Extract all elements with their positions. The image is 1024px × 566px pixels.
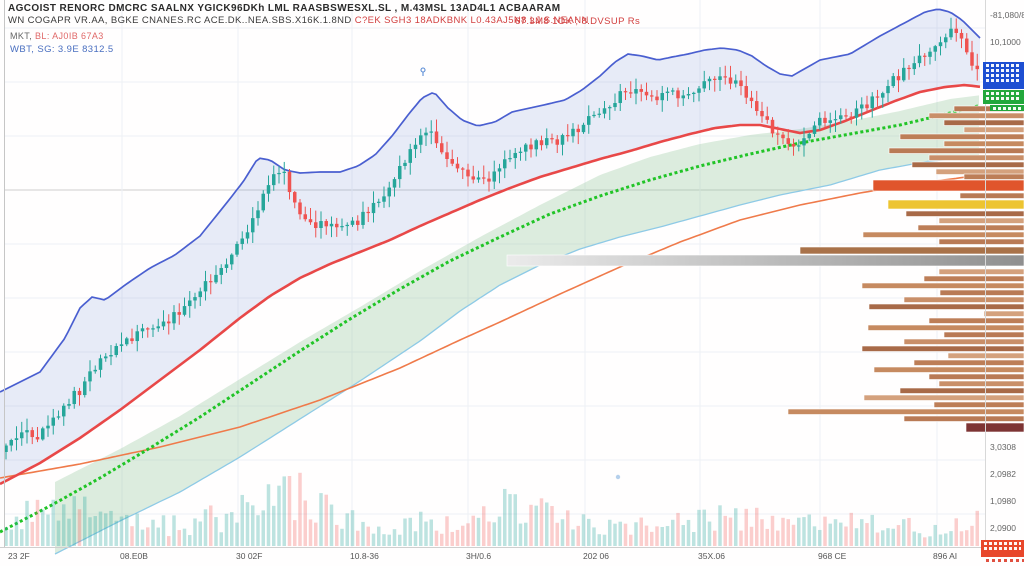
volume-profile-bar [799, 246, 1024, 255]
volume-profile-bar [873, 366, 1024, 373]
blue-price-badge [983, 62, 1024, 89]
indicator-legend-left: WN COGAPR VR.AA, BGKE CNANES.RC ACE.DK..… [8, 15, 355, 26]
volume-series [4, 472, 979, 546]
volume-profile-bar [868, 303, 1024, 310]
symbol-title: AGCOIST RENORC DMCRC SAALNX YGICK96DKh L… [8, 3, 561, 14]
badge-text-row [986, 69, 1021, 72]
x-axis-label: 35X.06 [698, 551, 725, 561]
indicator-legend-right: 67.3M8 1OK ; 8.DVSUP Rs [515, 16, 641, 27]
indicator-legend-values: C?EK SGH3 18ADKBNK L0.43AJ5N8 LJ.S.NEANN [354, 15, 589, 26]
volume-profile-bar [903, 296, 1024, 303]
volume-profile-bar [861, 282, 1024, 289]
volume-profile-bar [867, 324, 1024, 331]
badge-text-row [984, 542, 1021, 545]
red-ma-line [0, 83, 981, 486]
x-axis-label: 968 CE [818, 551, 847, 561]
y-axis-label: -81,080/8 [990, 10, 1024, 20]
volume-profile [506, 105, 1024, 433]
volume-profile-bar [928, 317, 1024, 324]
badge-text-row [986, 79, 1021, 82]
y-axis-label: 2,0982 [990, 469, 1016, 479]
volume-profile-bar [938, 217, 1024, 224]
x-axis-label: 23 2F [8, 551, 30, 561]
badge-text-row [984, 547, 1021, 550]
y-axis-label: 1,0980 [990, 496, 1016, 506]
green-channel [54, 95, 980, 555]
volume-profile-bar [928, 154, 1024, 161]
ma-legend-row2: WBT, SG: 3.9E 8312.5 [10, 44, 114, 55]
y-axis-label: 10,1000 [990, 37, 1021, 47]
volume-profile-bar [959, 192, 1024, 199]
bollinger-band [0, 8, 981, 484]
volume-profile-bar [913, 359, 1024, 366]
x-axis-label: 202 06 [583, 551, 609, 561]
chart-marker-pin [420, 67, 426, 76]
volume-profile-bar [933, 401, 1024, 408]
volume-profile-bar [862, 231, 1024, 238]
y-axis-label: 3,0308 [990, 442, 1016, 452]
volume-profile-bar [903, 338, 1024, 345]
volume-profile-bar [947, 352, 1024, 359]
chart-left-border [4, 0, 5, 547]
orange-ma-line [0, 174, 981, 479]
badge-text-row [986, 97, 1021, 100]
x-axis-label: 30 02F [236, 551, 263, 561]
volume-profile-bar [928, 373, 1024, 380]
x-axis-label: 10.8-36 [350, 551, 379, 561]
volume-profile-bar [923, 275, 1024, 282]
volume-profile-bar [963, 126, 1024, 133]
indicator-legend: WN COGAPR VR.AA, BGKE CNANES.RC ACE.DK..… [8, 15, 589, 26]
volume-profile-bar [887, 199, 1024, 210]
volume-profile-bar [905, 210, 1024, 217]
volume-profile-bar [506, 254, 1024, 267]
volume-profile-bar [928, 112, 1024, 119]
volume-profile-bar [903, 415, 1024, 422]
ma-legend-row1-label: MKT, [10, 31, 36, 41]
axis-tick-dots [986, 559, 1024, 562]
volume-profile-bar [917, 224, 1024, 231]
volume-profile-bar [938, 268, 1024, 275]
badge-text-row [986, 74, 1021, 77]
green-ma-line [0, 104, 981, 534]
ma-legend-row1-values: BL: AJ0IB 67A3 [35, 31, 104, 41]
volume-profile-bar [899, 387, 1024, 394]
ma-legend-row1: MKT, BL: AJ0IB 67A3 [10, 31, 104, 41]
gridlines [5, 0, 985, 547]
badge-text-row [986, 92, 1021, 95]
volume-profile-bar [943, 119, 1024, 126]
candlestick-series [4, 17, 979, 460]
volume-profile-bar [861, 345, 1024, 352]
volume-profile-bar [899, 133, 1024, 140]
volume-profile-bar [935, 168, 1024, 175]
volume-profile-bar [963, 173, 1024, 180]
volume-profile-bar [787, 408, 1024, 415]
volume-profile-bar [943, 140, 1024, 147]
volume-profile-bar [938, 238, 1024, 245]
volume-profile-bar [872, 179, 1024, 192]
volume-profile-bar [943, 331, 1024, 338]
volume-profile-bar [953, 105, 1024, 112]
volume-profile-bar [939, 289, 1024, 296]
time-axis-line[interactable] [0, 547, 1024, 548]
volume-profile-bar [863, 394, 1024, 401]
x-axis-label: 08.E0B [120, 551, 148, 561]
x-axis-label: 896 AI [933, 551, 958, 561]
green-price-badge [983, 90, 1024, 104]
volume-profile-bar [965, 422, 1024, 433]
volume-profile-bar [938, 380, 1024, 387]
green-tail-badge [990, 105, 1024, 111]
price-axis-line[interactable] [985, 0, 986, 547]
red-date-badge [981, 540, 1024, 557]
y-axis-label: 2,0900 [990, 523, 1016, 533]
chart-marker-dot [615, 474, 621, 480]
volume-profile-bar [888, 147, 1024, 154]
volume-profile-bar [911, 161, 1024, 168]
badge-text-row [986, 64, 1021, 67]
badge-text-row [993, 107, 1021, 110]
volume-profile-bar [983, 310, 1024, 317]
x-axis-label: 3H/0.6 [466, 551, 492, 561]
